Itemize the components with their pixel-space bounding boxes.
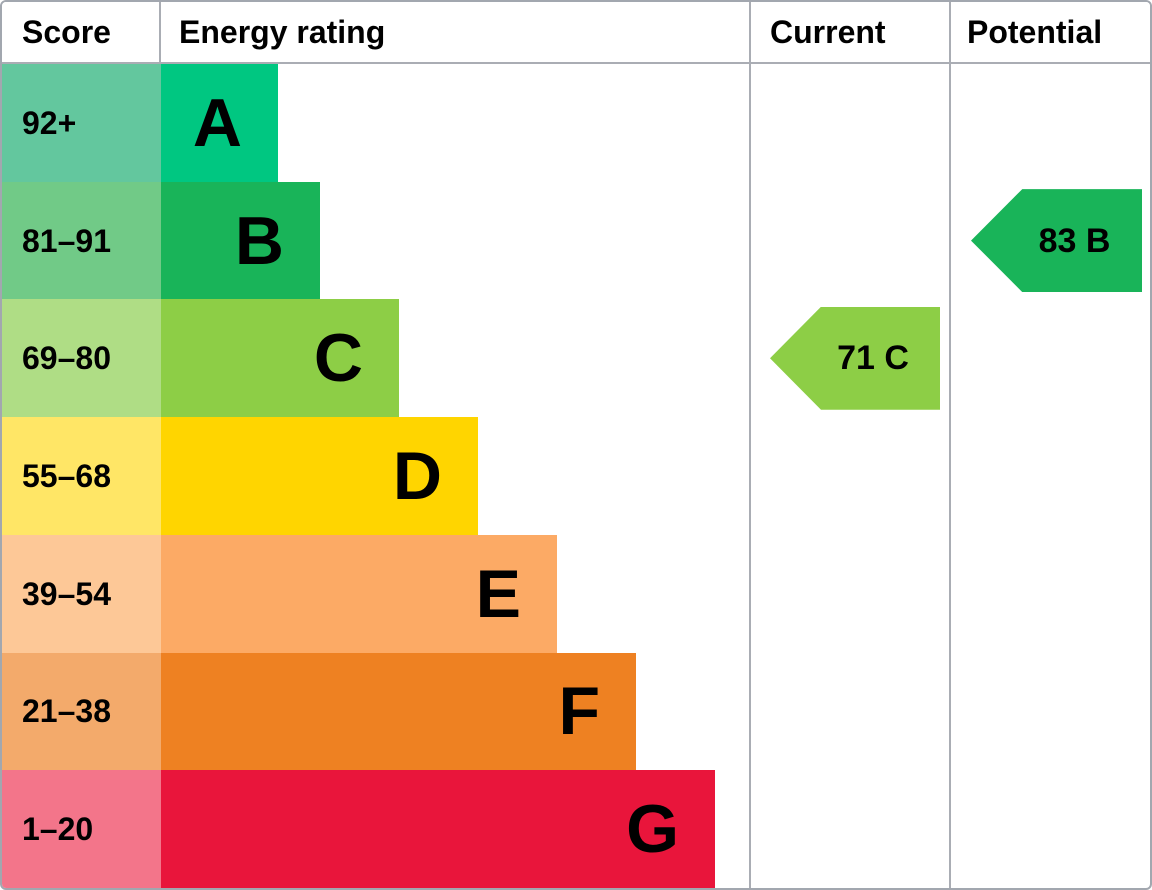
score-cell-d: 55–68: [2, 417, 161, 535]
potential-rating-label: 83 B: [1038, 221, 1111, 260]
header-energy-rating: Energy rating: [179, 14, 386, 50]
band-letter-g: G: [626, 791, 679, 868]
score-cell-e: 39–54: [2, 534, 161, 653]
band-row-f: 21–38 F: [2, 652, 749, 771]
band-bar-e: E: [161, 534, 557, 653]
current-column: 71 C: [749, 64, 949, 888]
header-score: Score: [2, 2, 161, 62]
band-letter-f: F: [558, 673, 600, 750]
band-letter-e: E: [475, 555, 521, 632]
band-row-d: 55–68 D: [2, 417, 749, 535]
band-row-b: 81–91 B: [2, 181, 749, 300]
potential-column: 83 B: [949, 64, 1150, 888]
current-rating-arrow: 71 C: [770, 306, 940, 410]
band-row-a: 92+ A: [2, 64, 749, 182]
band-bar-g: G: [161, 770, 715, 888]
band-row-c: 69–80 C: [2, 299, 749, 418]
band-bar-b: B: [161, 181, 320, 300]
bands-area: 92+ A 81–91 B 69–80 C 55–68 D 39–54 E 21…: [2, 64, 749, 888]
score-cell-a: 92+: [2, 64, 161, 182]
score-cell-f: 21–38: [2, 652, 161, 771]
band-bar-d: D: [161, 417, 478, 535]
band-bar-f: F: [161, 652, 636, 771]
band-row-g: 1–20 G: [2, 770, 749, 888]
table-header: Score Energy rating Current Potential: [2, 2, 1150, 64]
current-rating-label: 71 C: [837, 339, 909, 378]
band-bar-a: A: [161, 64, 278, 182]
band-letter-d: D: [392, 438, 442, 515]
band-letter-b: B: [234, 202, 284, 279]
potential-rating-arrow: 83 B: [971, 189, 1142, 293]
score-cell-g: 1–20: [2, 770, 161, 888]
header-potential: Potential: [949, 2, 1150, 62]
band-bar-c: C: [161, 299, 399, 418]
score-cell-c: 69–80: [2, 299, 161, 418]
score-cell-b: 81–91: [2, 181, 161, 300]
chart-body: 92+ A 81–91 B 69–80 C 55–68 D 39–54 E 21…: [2, 64, 1150, 888]
band-letter-a: A: [192, 84, 242, 161]
band-row-e: 39–54 E: [2, 534, 749, 653]
band-letter-c: C: [313, 320, 363, 397]
header-current: Current: [749, 2, 949, 62]
